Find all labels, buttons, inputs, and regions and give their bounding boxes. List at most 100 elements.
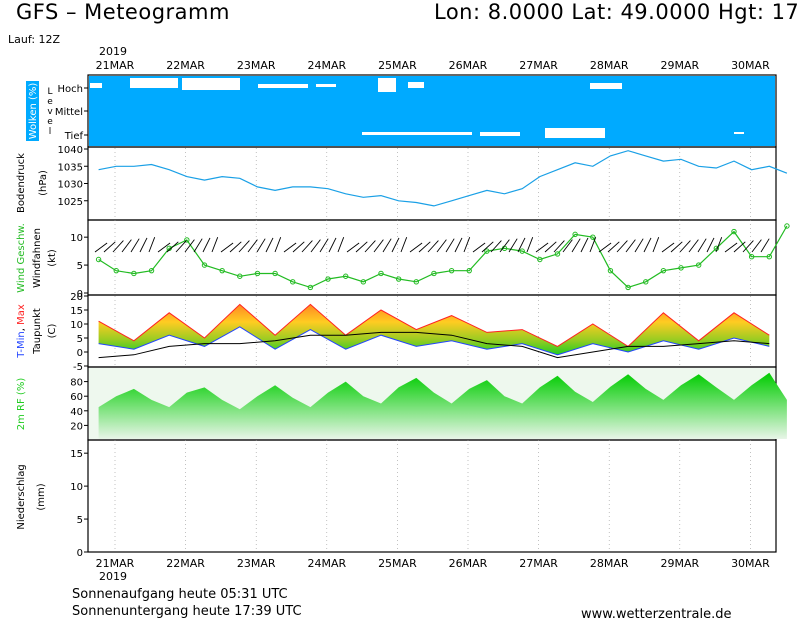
wind-barb <box>94 242 108 253</box>
wind-barb <box>751 239 762 253</box>
date-label-bottom: 29MAR <box>660 557 699 570</box>
wind-barb <box>184 239 195 253</box>
wind-speed-point <box>590 234 596 240</box>
date-label-top: 27MAR <box>519 59 558 72</box>
cloud-cover-mark <box>362 132 472 135</box>
wind-barb <box>274 237 282 253</box>
panel-frame-pressure <box>87 146 777 221</box>
wind-barb <box>463 237 471 253</box>
wind-barb <box>634 238 644 253</box>
wind-speed-point <box>148 267 155 274</box>
wind-barb <box>517 237 526 253</box>
wind-barb <box>454 237 463 253</box>
wind-barb <box>688 239 699 253</box>
date-label-bottom: 28MAR <box>590 557 629 570</box>
temp-range-fill <box>98 304 770 355</box>
pressure-tick-label: 1025 <box>58 197 83 208</box>
precip-tick-label: 15 <box>70 449 83 460</box>
wind-barb <box>202 237 211 253</box>
wind-speed-point <box>519 248 525 254</box>
wind-barb <box>409 242 423 253</box>
wind-barb <box>292 241 305 253</box>
wind-ylabel2: Windfahnen <box>32 228 43 288</box>
wind-speed-point <box>307 284 314 291</box>
cloud-side-letter: v <box>47 107 53 117</box>
wind-barb <box>490 240 502 253</box>
wind-speed-point <box>131 270 137 277</box>
date-year-bottom: 2019 <box>99 570 127 583</box>
wind-barb <box>616 240 628 253</box>
wind-tick-label: 5 <box>77 261 83 272</box>
wind-speed-point <box>695 262 702 268</box>
wind-speed-point <box>678 265 684 271</box>
precip-tick-label: 5 <box>77 515 83 526</box>
wind-barb <box>742 240 754 253</box>
wind-barb <box>220 242 234 253</box>
temp-unit: (C) <box>47 324 58 339</box>
cloud-level-hoch: Hoch <box>58 84 83 95</box>
cloud-cover-mark <box>130 78 178 88</box>
temp-tick-label: 15 <box>70 306 83 317</box>
wind-barb <box>229 241 242 253</box>
wind-speed-point <box>784 223 790 229</box>
meteogram-chart: 2019 2019 21MAR 21MAR 22MAR 22MAR 23MAR 23MAR… <box>16 45 790 583</box>
pressure-tick-label: 1035 <box>58 162 83 173</box>
wind-speed-point <box>554 251 561 257</box>
date-label-bottom: 23MAR <box>237 557 276 570</box>
cloud-cover-mark <box>590 83 622 89</box>
wind-barb <box>589 237 597 253</box>
wind-barb <box>679 240 691 253</box>
humidity-tick-label: 80 <box>70 378 83 389</box>
humidity-tick-label: 20 <box>70 421 83 432</box>
wind-speed-point <box>572 231 578 238</box>
wind-barb <box>211 237 219 253</box>
precip-ylabel: Niederschlag <box>16 464 27 529</box>
wind-barb <box>364 240 376 253</box>
wind-speed-point <box>254 270 261 277</box>
date-label-top: 28MAR <box>590 59 629 72</box>
panel-frame-wind <box>87 219 777 296</box>
precip-unit: (mm) <box>36 483 47 510</box>
cloud-ylabel: Wolken (%) <box>28 83 39 140</box>
wind-barb <box>355 241 368 253</box>
dewpoint-line <box>98 331 770 359</box>
wind-barb <box>121 239 132 253</box>
wind-barb <box>571 238 581 253</box>
wind-speed-point <box>766 254 772 260</box>
date-label-top: 26MAR <box>449 59 488 72</box>
wind-speed-point <box>272 270 278 277</box>
cloud-level-tief: Tief <box>64 131 84 142</box>
wind-barb <box>337 237 345 253</box>
pressure-line <box>98 150 788 207</box>
date-label-bottom: 26MAR <box>449 557 488 570</box>
site-link[interactable]: www.wetterzentrale.de <box>581 607 732 622</box>
wind-speed-point <box>748 254 755 260</box>
wind-barb <box>544 241 557 253</box>
temp-tick-label: 5 <box>77 334 83 345</box>
cloud-cover-mark <box>258 84 308 88</box>
wind-barb <box>139 237 148 253</box>
wind-speed-point <box>660 267 667 274</box>
wind-barb <box>157 242 171 253</box>
temp-tick-label: -5 <box>73 362 83 373</box>
cloud-cover-mark <box>545 128 605 138</box>
wind-barb <box>319 238 329 253</box>
wind-barb <box>697 238 707 253</box>
date-label-bottom: 24MAR <box>307 557 346 570</box>
wind-barb <box>445 238 455 253</box>
wind-ylabel: Wind Geschw. <box>16 223 27 293</box>
wind-speed-point <box>201 262 208 268</box>
wind-barb <box>607 241 620 253</box>
wind-speed-point <box>448 267 455 274</box>
wind-barb <box>346 242 360 253</box>
wind-barb <box>670 241 683 253</box>
wind-barb <box>436 239 447 253</box>
wind-speed-point <box>360 279 367 285</box>
wind-speed-point <box>395 276 402 282</box>
wind-speed-point <box>113 267 119 274</box>
wind-barb <box>643 237 652 253</box>
wind-speed-point <box>325 276 331 282</box>
wind-barb <box>112 240 124 253</box>
wind-barb <box>382 238 392 253</box>
precip-tick-label: 10 <box>70 482 83 493</box>
